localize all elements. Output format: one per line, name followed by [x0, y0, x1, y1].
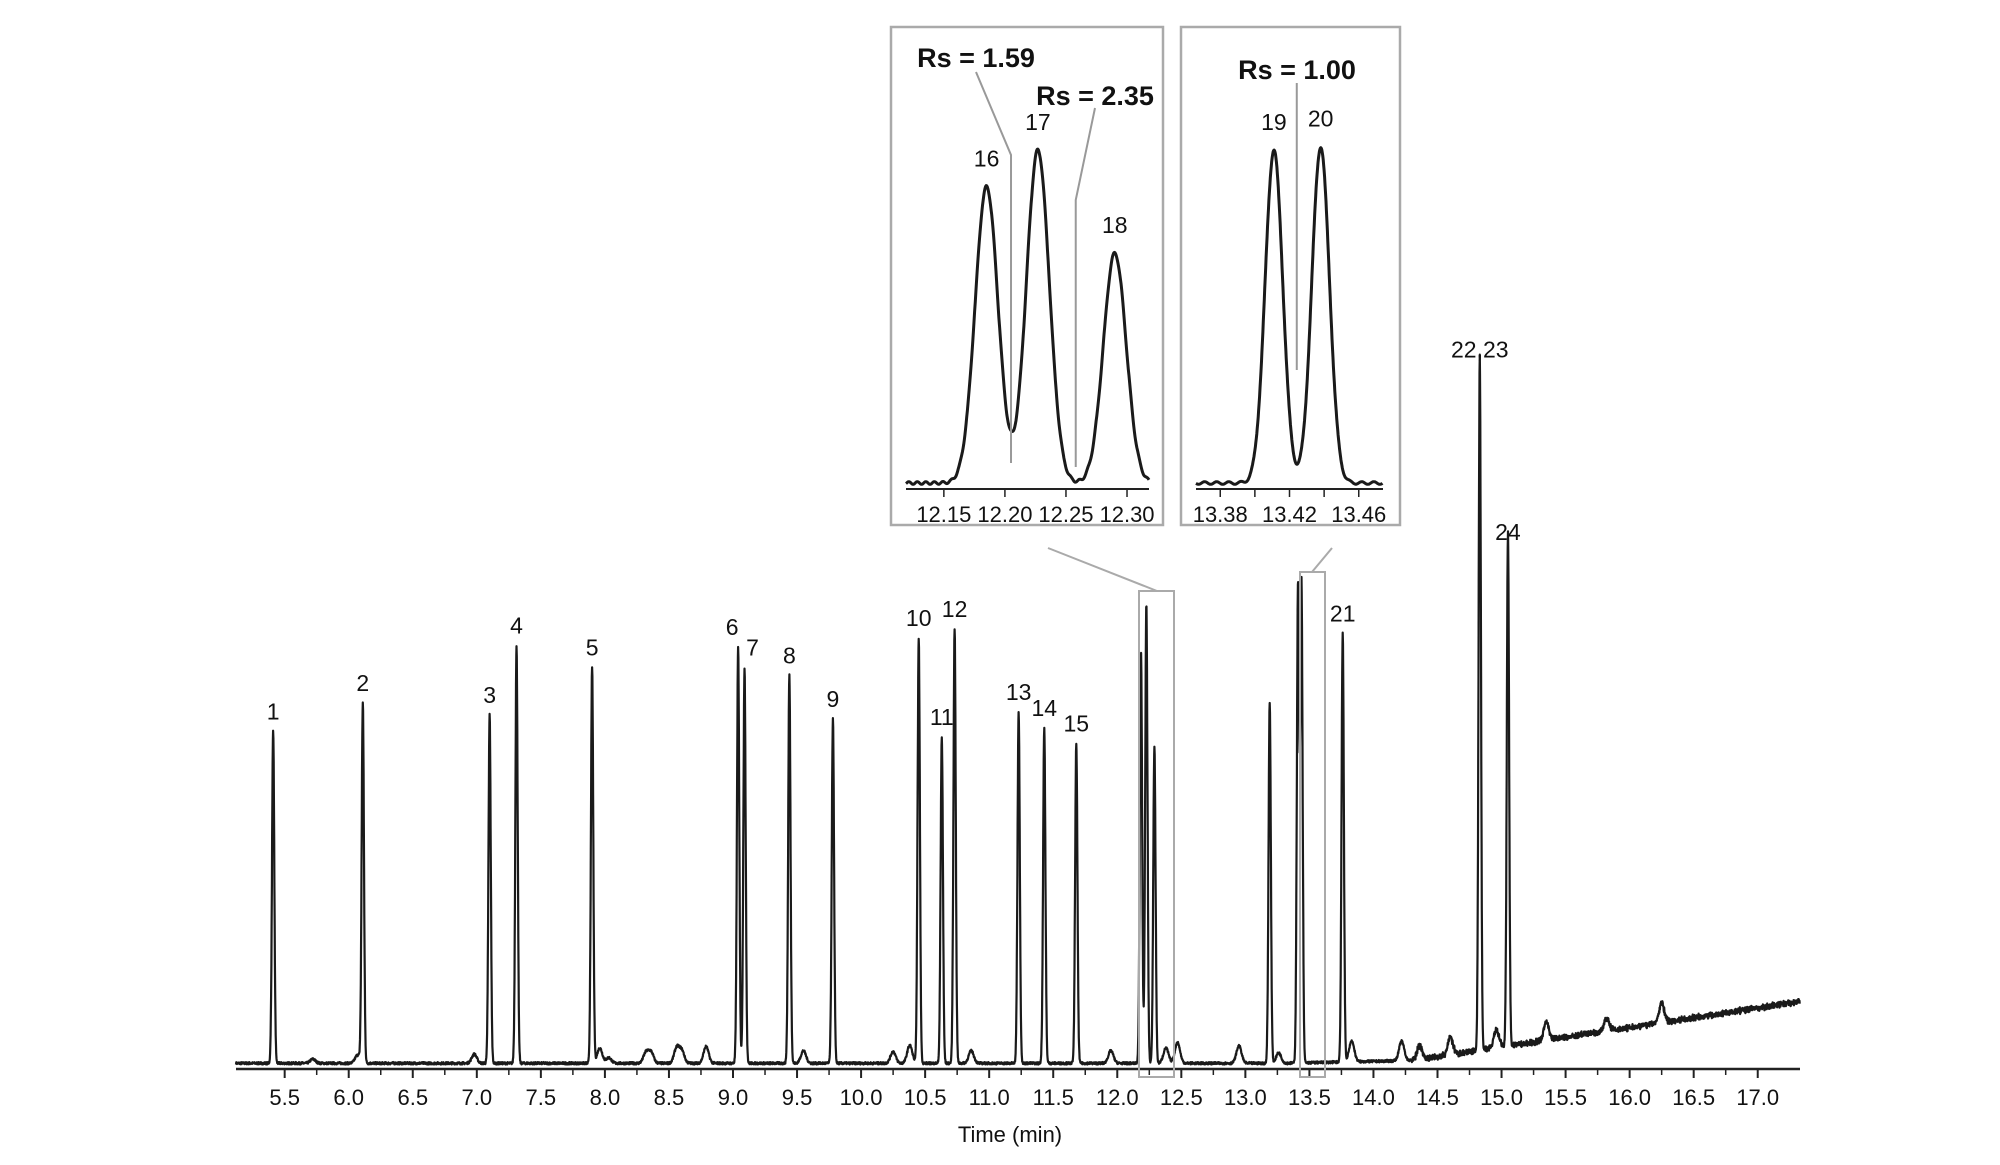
peak-label: 7 — [746, 635, 759, 661]
peak-label: 13 — [1006, 679, 1032, 705]
connector-line-1 — [1047, 547, 1158, 592]
peak-label: 10 — [906, 605, 932, 631]
x-tick-label: 14.0 — [1352, 1085, 1395, 1110]
main-chromatogram: 5.5 6.0 6.5 7.0 7.5 8.0 8.5 9.0 9.5 10.0 10.5 11.0 1… — [234, 336, 1801, 1110]
resolution-label: Rs = 2.35 — [1036, 81, 1154, 111]
peak-label: 20 — [1308, 106, 1334, 132]
resolution-leader-line — [975, 71, 1013, 463]
peak-label: 12 — [942, 596, 968, 622]
inset-x-tick-label: 12.30 — [1099, 502, 1154, 527]
resolution-leader-line — [1074, 107, 1096, 467]
peak-label: 18 — [1102, 212, 1128, 238]
x-tick-label: 7.5 — [526, 1085, 557, 1110]
inset-x-tick-label: 12.15 — [916, 502, 971, 527]
peak-label: 9 — [827, 686, 840, 712]
peak-label: 22,23 — [1451, 336, 1509, 362]
inset-x-tick-label: 12.25 — [1038, 502, 1093, 527]
x-tick-label: 9.0 — [718, 1085, 749, 1110]
peak-label: 21 — [1330, 601, 1356, 627]
resolution-label: Rs = 1.00 — [1238, 55, 1356, 85]
peak-label: 16 — [974, 146, 1000, 172]
inset-x-tick-label: 12.20 — [977, 502, 1032, 527]
x-tick-label: 10.0 — [840, 1085, 883, 1110]
connector-line-2 — [1311, 547, 1333, 573]
chromatogram-trace — [234, 353, 1801, 1066]
inset-trace — [905, 147, 1151, 486]
peak-label: 11 — [930, 704, 954, 730]
peak-label: 24 — [1495, 519, 1521, 545]
x-tick-label: 10.5 — [904, 1085, 947, 1110]
x-tick-label: 8.5 — [654, 1085, 685, 1110]
peak-label: 5 — [586, 635, 599, 661]
x-tick-label: 11.5 — [1033, 1085, 1074, 1110]
x-tick-label: 13.0 — [1224, 1085, 1267, 1110]
resolution-label: Rs = 1.59 — [917, 43, 1035, 73]
peak-label: 1 — [267, 699, 280, 725]
inset-x-tick-label: 13.46 — [1331, 502, 1386, 527]
peak-label: 6 — [726, 614, 739, 640]
peak-label: 2 — [356, 670, 369, 696]
peak-label: 19 — [1261, 109, 1287, 135]
x-tick-label: 13.5 — [1288, 1085, 1331, 1110]
x-tick-label: 7.0 — [462, 1085, 493, 1110]
x-tick-label: 14.5 — [1416, 1085, 1459, 1110]
inset-peaks-19-20: 13.38 13.42 13.46 19 20 Rs = 1.00 — [1179, 25, 1402, 527]
inset-frame — [1179, 25, 1402, 527]
x-tick-label: 15.5 — [1544, 1085, 1587, 1110]
x-tick-label: 16.5 — [1672, 1085, 1715, 1110]
inset-x-tick-label: 13.38 — [1193, 502, 1248, 527]
x-axis-title: Time (min) — [958, 1122, 1062, 1147]
x-tick-label: 6.5 — [397, 1085, 428, 1110]
peak-label: 14 — [1031, 695, 1057, 721]
peak-label: 3 — [483, 682, 496, 708]
x-tick-label: 12.5 — [1160, 1085, 1203, 1110]
x-tick-label: 5.5 — [269, 1085, 300, 1110]
x-tick-label: 9.5 — [782, 1085, 813, 1110]
x-tick-label: 8.0 — [590, 1085, 621, 1110]
inset-x-tick-label: 13.42 — [1262, 502, 1317, 527]
x-tick-label: 15.0 — [1480, 1085, 1523, 1110]
x-tick-label: 11.0 — [969, 1085, 1010, 1110]
x-tick-label: 6.0 — [333, 1085, 364, 1110]
peak-label: 17 — [1025, 109, 1051, 135]
peak-label: 15 — [1063, 710, 1089, 736]
peak-label: 8 — [783, 642, 796, 668]
x-tick-label: 12.0 — [1096, 1085, 1139, 1110]
inset-trace — [1195, 146, 1384, 486]
x-tick-label: 16.0 — [1608, 1085, 1651, 1110]
peak-label: 4 — [510, 612, 523, 638]
x-tick-label: 17.0 — [1736, 1085, 1779, 1110]
